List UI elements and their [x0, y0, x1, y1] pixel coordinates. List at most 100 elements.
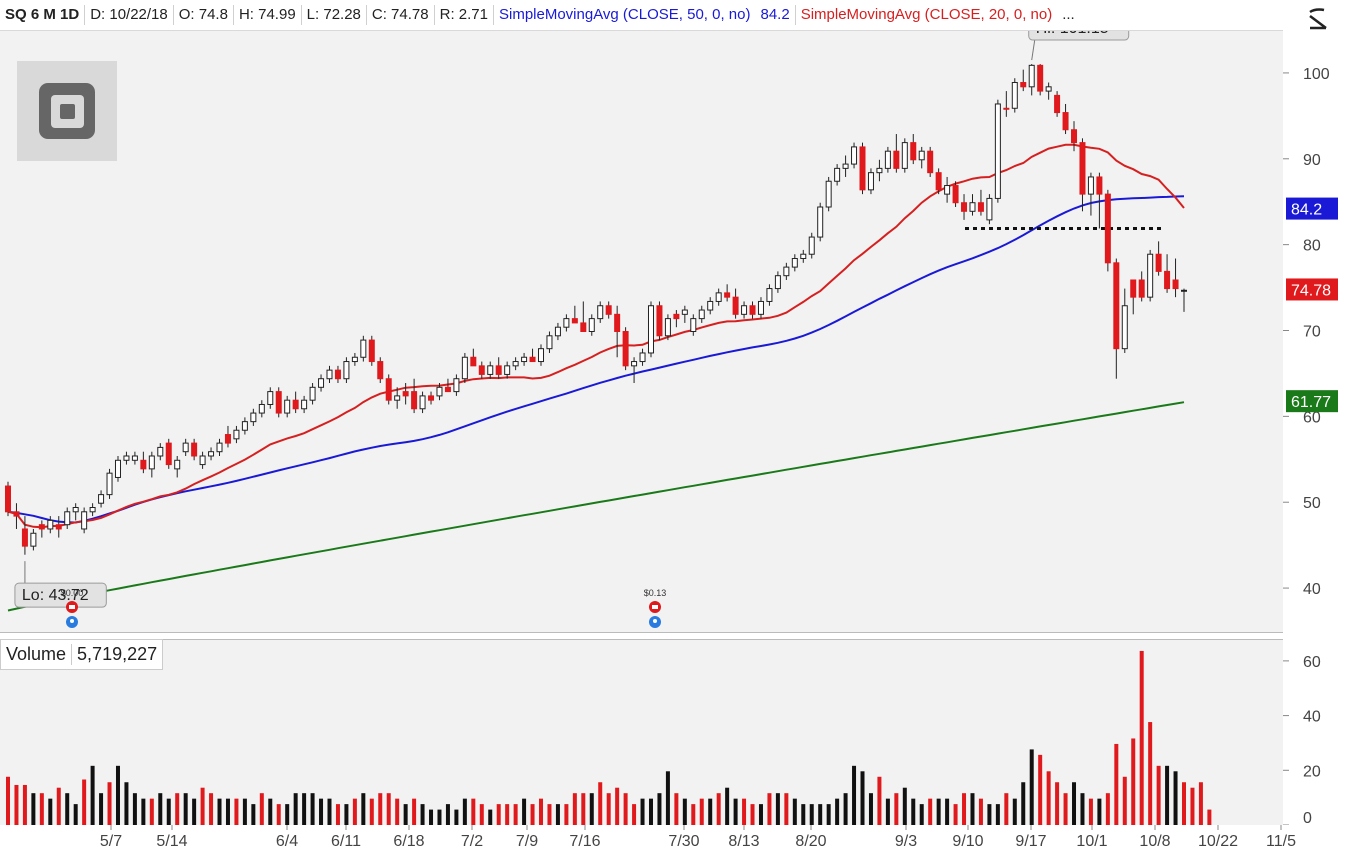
candle-body: [749, 305, 756, 315]
volume-bar: [327, 798, 332, 826]
candle: [13, 503, 20, 529]
volume-bar: [911, 798, 916, 826]
price-axis[interactable]: 40 50 60 70 80 90 100 84.2 74.78 61.77: [1283, 30, 1351, 631]
candle: [106, 468, 113, 499]
candle-body: [834, 167, 841, 182]
time-tick-label: 11/5: [1266, 833, 1296, 850]
candle: [563, 314, 570, 332]
candle-body: [1130, 279, 1137, 298]
candle: [233, 425, 240, 444]
volume-bar: [251, 804, 256, 826]
candle: [343, 357, 350, 384]
volume-bar: [522, 798, 527, 826]
time-axis[interactable]: 5/7 5/14 6/4 6/11 6/18 7/2 7/9 7/16 7/30 8/13 8/20…: [0, 825, 1351, 855]
volume-bar: [14, 784, 19, 826]
candle-body: [1181, 289, 1187, 292]
sma50-last-label-text: 84.2: [1291, 202, 1322, 219]
candle-body: [1071, 129, 1078, 144]
drawing-tool-icon[interactable]: [1284, 0, 1351, 36]
candle: [487, 361, 494, 379]
candle: [174, 455, 181, 478]
volume-bar: [149, 798, 154, 826]
sma50-value: 84.2: [756, 5, 796, 25]
candle: [470, 348, 477, 367]
candle: [461, 352, 468, 384]
dividend-marker-1-label: $0.00: [61, 588, 84, 598]
volume-bar: [1046, 771, 1051, 826]
volume-bar: [936, 798, 941, 826]
candle: [647, 301, 654, 358]
candle-body: [961, 202, 968, 212]
high-label: H: 74.99: [234, 5, 302, 25]
candle: [538, 344, 545, 366]
candle-body: [715, 292, 722, 302]
price-panel[interactable]: Hi: 101.15 Lo: 43.72$0.00 $0.13: [0, 15, 1283, 633]
dividend-marker-1: $0.00: [61, 588, 84, 628]
candle-body: [977, 202, 984, 212]
candle-body: [47, 519, 54, 530]
candle-body: [918, 150, 925, 161]
price-tick-label: 80: [1303, 238, 1321, 255]
candle: [521, 352, 528, 366]
volume-bar: [344, 804, 349, 826]
candle-body: [732, 296, 739, 315]
volume-bar: [894, 793, 899, 826]
candle: [250, 408, 257, 426]
volume-bar: [479, 804, 484, 826]
volume-axis[interactable]: 0 20 40 60: [1283, 639, 1351, 827]
volume-bar: [606, 793, 611, 826]
candle-body: [969, 202, 976, 212]
volume-bar: [454, 809, 459, 826]
price-axis-svg: 40 50 60 70 80 90 100 84.2 74.78 61.77: [1283, 66, 1338, 598]
volume-bar: [488, 809, 493, 826]
symbol-label[interactable]: SQ 6 M 1D: [0, 5, 86, 25]
candle: [656, 301, 663, 341]
candle: [504, 361, 511, 379]
sma50-last-label: 84.2: [1286, 197, 1338, 220]
price-tick-label: 100: [1303, 66, 1330, 83]
candle-body: [1164, 270, 1171, 290]
volume-bar: [1190, 787, 1195, 826]
time-tick-label: 7/30: [668, 833, 699, 850]
candle: [114, 455, 121, 482]
time-axis-svg: 5/7 5/14 6/4 6/11 6/18 7/2 7/9 7/16 7/30 8/13 8/20…: [100, 825, 1296, 850]
candle-body: [994, 103, 1001, 199]
volume-bar: [1182, 782, 1186, 826]
candle-body: [554, 326, 561, 337]
candle: [757, 297, 764, 319]
volume-bar: [1004, 793, 1009, 826]
candle: [918, 146, 925, 169]
candle-body: [766, 288, 773, 302]
volume-bar: [302, 793, 307, 826]
volume-bar: [200, 787, 205, 826]
more-menu[interactable]: ...: [1062, 6, 1075, 23]
candle: [224, 425, 231, 448]
candle: [1096, 172, 1103, 229]
volume-bar: [919, 804, 924, 826]
candle: [808, 232, 815, 259]
sma20-label[interactable]: SimpleMovingAvg (CLOSE, 20, 0, no): [800, 6, 1053, 23]
volume-panel[interactable]: [0, 639, 1283, 826]
candle: [1147, 249, 1154, 302]
volume-bar: [242, 798, 247, 826]
drawing-tool-svg: [1308, 8, 1327, 30]
candle-body: [326, 369, 333, 380]
candle: [766, 284, 773, 306]
volume-bar: [953, 804, 958, 826]
range-label: R: 2.71: [435, 5, 494, 25]
volume-value: 5,719,227: [77, 644, 158, 664]
candle-body: [1087, 176, 1094, 195]
candle: [419, 391, 426, 414]
volume-bar: [691, 804, 696, 826]
volume-bar: [158, 793, 163, 826]
volume-bar: [141, 798, 146, 826]
volume-chart: [6, 650, 1212, 826]
candle: [98, 490, 105, 508]
volume-bar: [792, 798, 797, 826]
volume-bar: [462, 798, 467, 826]
volume-study-label[interactable]: Volume 5,719,227: [0, 639, 164, 670]
volume-bar: [293, 793, 298, 826]
candle: [81, 507, 88, 534]
volume-bar: [225, 798, 230, 826]
sma50-label[interactable]: SimpleMovingAvg (CLOSE, 50, 0, no): [498, 6, 751, 23]
